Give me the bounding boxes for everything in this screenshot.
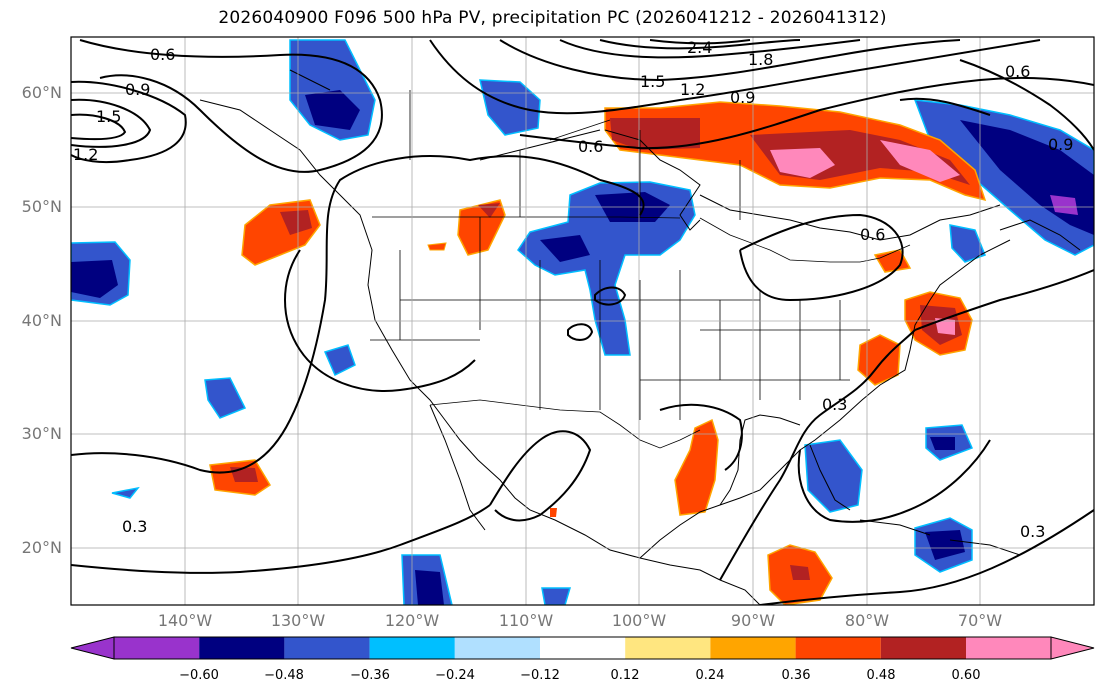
colorbar-segment: [710, 637, 796, 659]
contour-label: 0.6: [150, 45, 175, 64]
chart-title: 2026040900 F096 500 hPa PV, precipitatio…: [218, 8, 887, 28]
lat-label: 50°N: [21, 197, 62, 216]
contour-label: 1.2: [680, 80, 705, 99]
map-frame: [70, 36, 1095, 606]
colorbar-tick-label: −0.24: [435, 668, 475, 683]
lon-label: 90°W: [730, 611, 776, 630]
neg-anomaly-hudson-north: [479, 79, 541, 136]
colorbar-min-extension: [70, 636, 115, 660]
lon-label: 80°W: [844, 611, 890, 630]
contour-label: 0.6: [1005, 62, 1030, 81]
colorbar: [70, 636, 1095, 660]
lon-label: 140°W: [157, 611, 213, 630]
colorbar-tick-label: 0.24: [695, 668, 725, 683]
colorbar-segment: [625, 637, 711, 659]
lon-label: 130°W: [270, 611, 326, 630]
contour-label: 0.6: [578, 137, 603, 156]
pv-contours: [71, 39, 1094, 605]
contour-label: 0.9: [1048, 135, 1073, 154]
contour-label: 0.9: [125, 80, 150, 99]
contour-label: 0.6: [860, 225, 885, 244]
colorbar-tick-label: 0.12: [610, 668, 640, 683]
neg-anomaly-pacific-small: [323, 344, 356, 377]
colorbar-tick-label: 0.36: [781, 668, 811, 683]
colorbar-tick-label: 0.48: [866, 668, 896, 683]
colorbar-segment: [966, 637, 1051, 659]
contour-label: 2.4: [687, 38, 712, 57]
contour-label: 1.5: [96, 107, 121, 126]
contour-label: 1.5: [640, 72, 665, 91]
colorbar-segment: [880, 637, 966, 659]
lat-label: 40°N: [21, 311, 62, 330]
graticule: [71, 37, 1094, 605]
colorbar-tick-label: −0.12: [520, 668, 560, 683]
contour-label: 0.9: [730, 88, 755, 107]
lon-label: 70°W: [957, 611, 1003, 630]
lat-label: 20°N: [21, 538, 62, 557]
colorbar-segment: [540, 637, 626, 659]
political-borders: [370, 90, 911, 449]
contour-label: 0.3: [822, 395, 847, 414]
colorbar-segment: [795, 637, 881, 659]
lon-label: 100°W: [611, 611, 667, 630]
pos-anomaly-gulf: [674, 418, 719, 516]
colorbar-tick-label: −0.48: [264, 668, 304, 683]
contour-label: 1.2: [73, 145, 98, 164]
neg-anomaly-florida: [804, 439, 863, 513]
map-plot-area: 0.6 0.9 1.5 1.2 2.4 1.8 1.5 1.2 0.9 0.6 …: [71, 37, 1094, 605]
contour-label: 0.3: [1020, 522, 1045, 541]
colorbar-max-extension: [1050, 636, 1095, 660]
coastlines: [199, 69, 1081, 605]
colorbar-segment: [369, 637, 455, 659]
colorbar-tick-label: −0.36: [350, 668, 390, 683]
colorbar-segment: [199, 637, 285, 659]
colorbar-tick-label: 0.60: [951, 668, 981, 683]
lat-label: 60°N: [21, 83, 62, 102]
lon-label: 110°W: [498, 611, 554, 630]
lat-label: 30°N: [21, 424, 62, 443]
colorbar-segment: [114, 637, 200, 659]
contour-label: 1.8: [748, 50, 773, 69]
pv-contour-labels: 0.6 0.9 1.5 1.2 2.4 1.8 1.5 1.2 0.9 0.6 …: [73, 38, 1073, 541]
colorbar-segment: [284, 637, 370, 659]
contour-label: 0.3: [122, 517, 147, 536]
colorbar-tick-label: −0.60: [179, 668, 219, 683]
lon-label: 120°W: [384, 611, 440, 630]
colorbar-segment: [454, 637, 540, 659]
